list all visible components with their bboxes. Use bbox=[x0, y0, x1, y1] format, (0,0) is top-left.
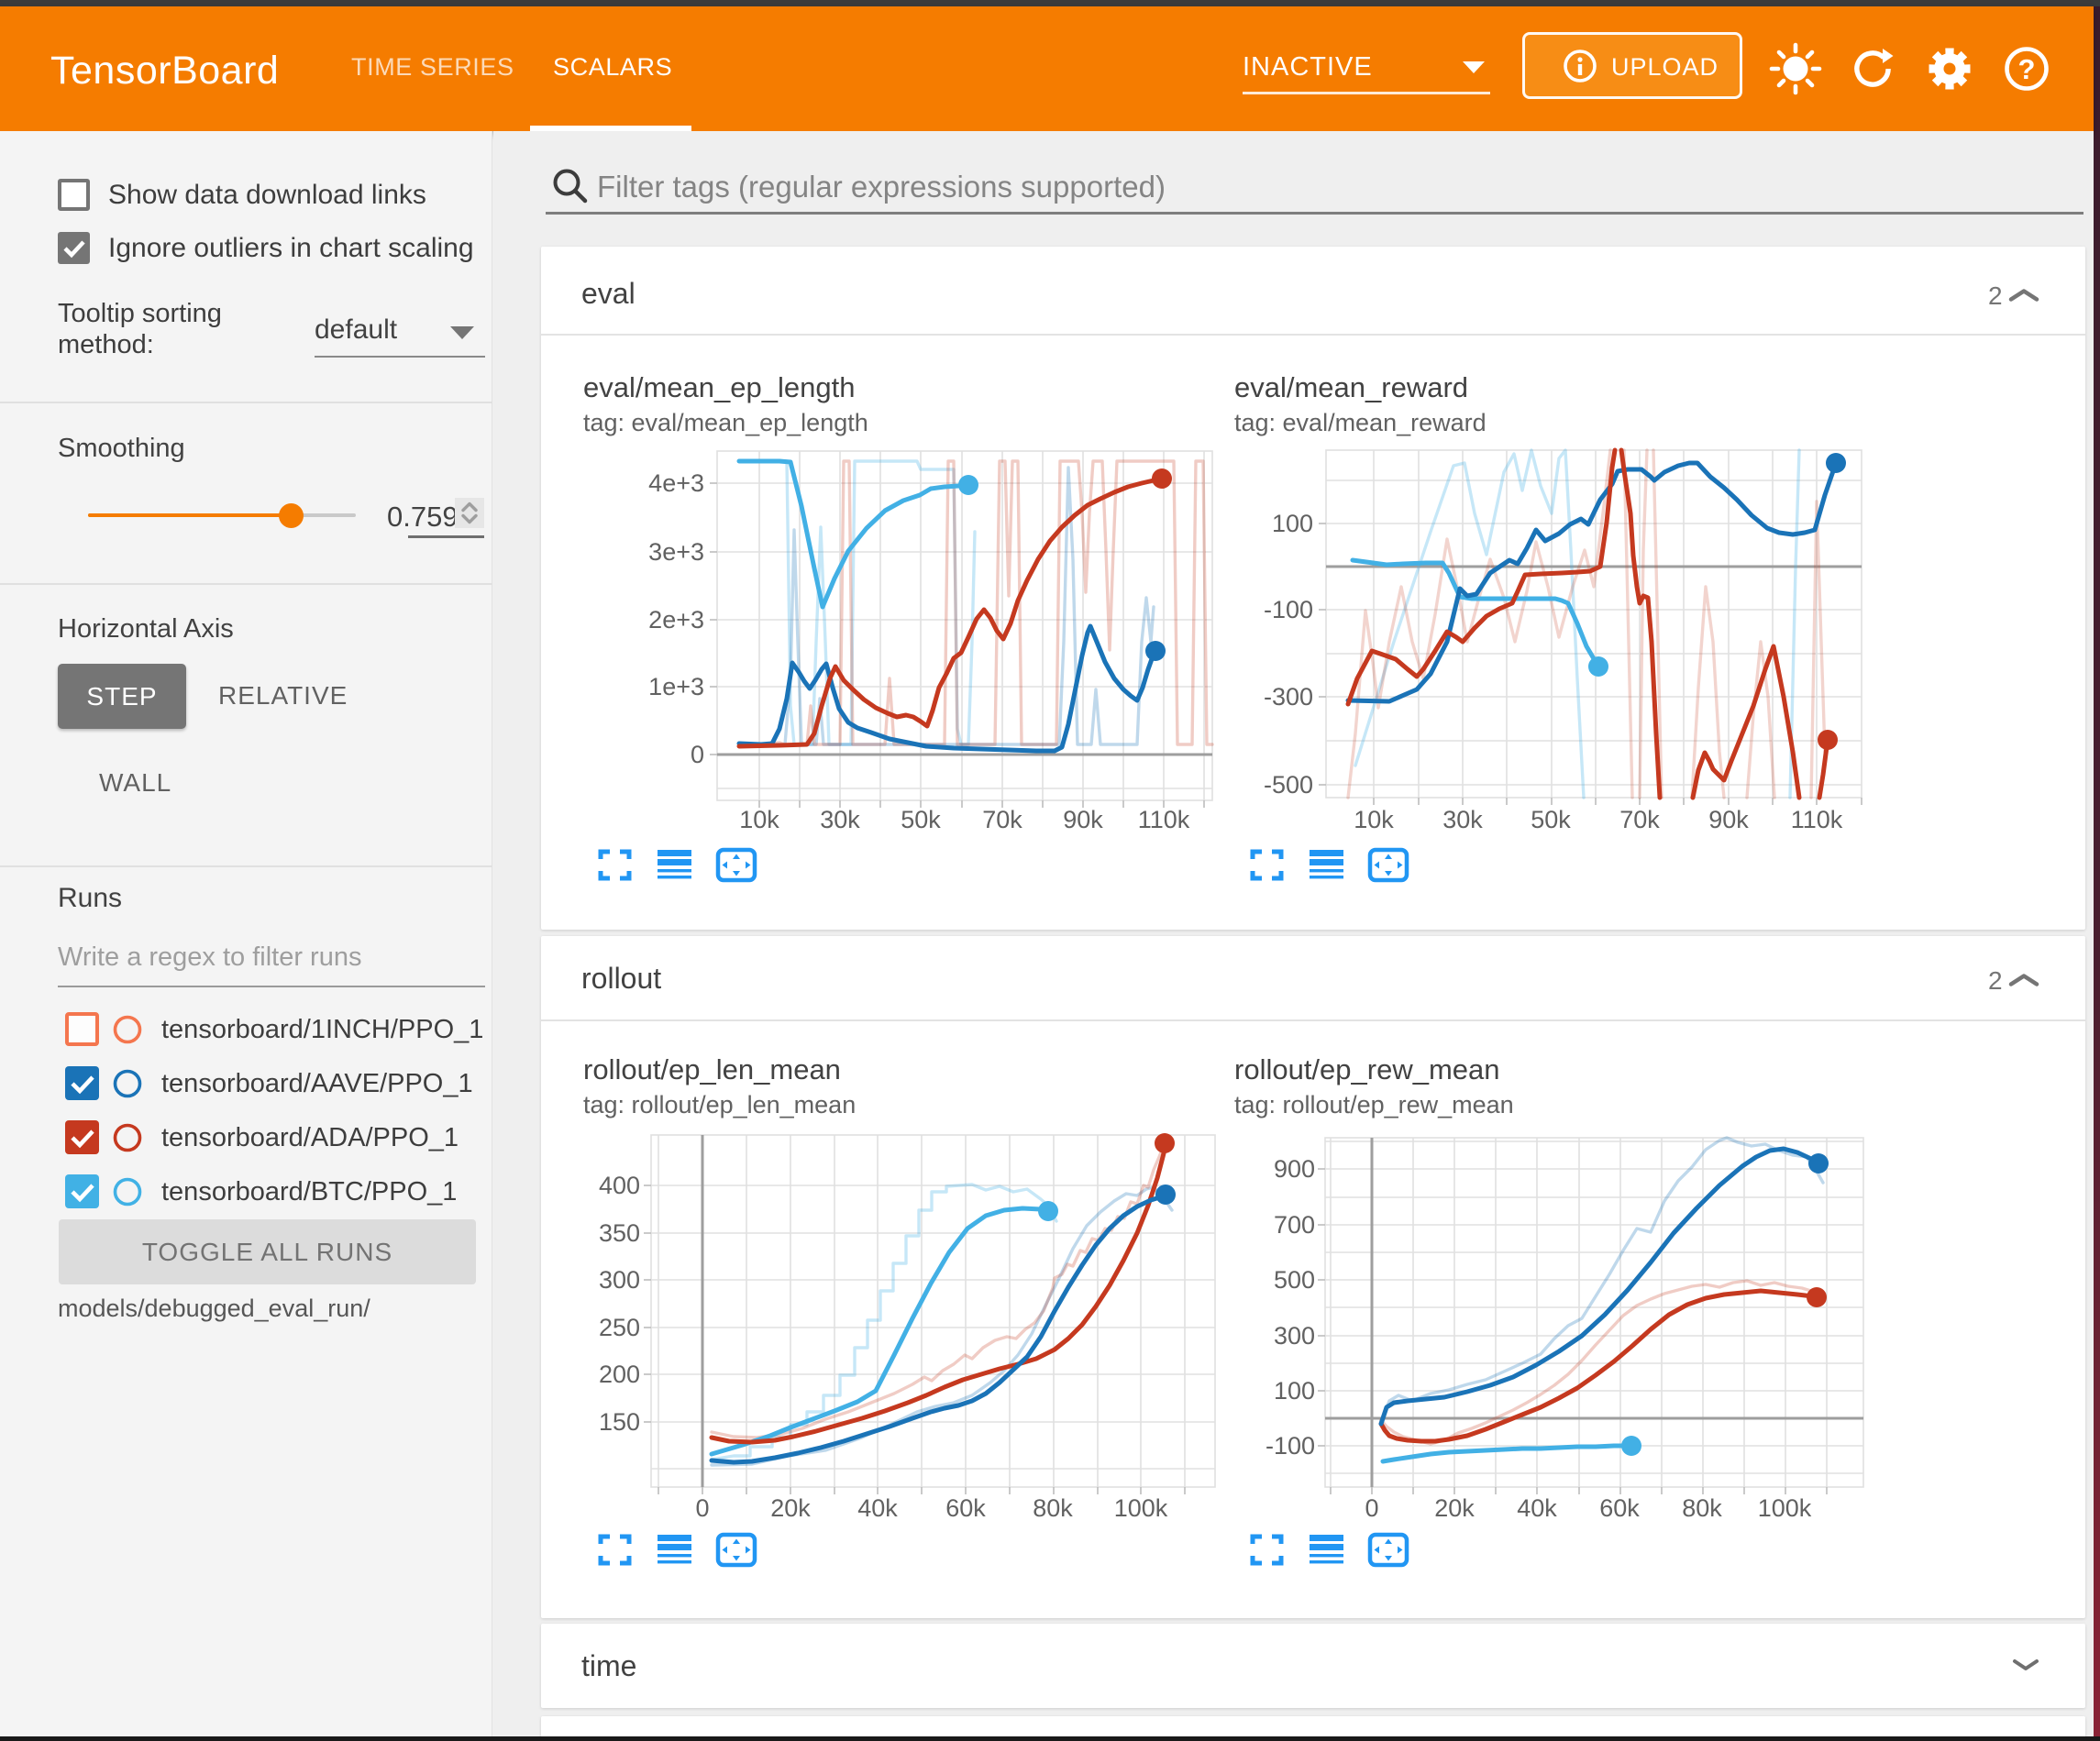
svg-text:50k: 50k bbox=[901, 806, 941, 833]
svg-text:-300: -300 bbox=[1264, 683, 1313, 711]
svg-text:-100: -100 bbox=[1266, 1432, 1315, 1460]
svg-text:400: 400 bbox=[599, 1172, 640, 1199]
svg-text:80k: 80k bbox=[1033, 1494, 1073, 1522]
svg-text:900: 900 bbox=[1274, 1155, 1315, 1183]
svg-text:20k: 20k bbox=[1434, 1494, 1475, 1522]
svg-text:40k: 40k bbox=[857, 1494, 898, 1522]
svg-text:200: 200 bbox=[599, 1361, 640, 1388]
svg-text:50k: 50k bbox=[1531, 806, 1571, 833]
svg-text:300: 300 bbox=[599, 1266, 640, 1294]
svg-text:90k: 90k bbox=[1708, 806, 1749, 833]
svg-text:40k: 40k bbox=[1517, 1494, 1557, 1522]
svg-text:100: 100 bbox=[1272, 510, 1313, 537]
svg-text:100: 100 bbox=[1274, 1377, 1315, 1405]
svg-text:80k: 80k bbox=[1682, 1494, 1722, 1522]
svg-text:150: 150 bbox=[599, 1408, 640, 1436]
svg-text:70k: 70k bbox=[1619, 806, 1660, 833]
svg-text:0: 0 bbox=[695, 1494, 709, 1522]
svg-text:-500: -500 bbox=[1264, 771, 1313, 799]
svg-text:0: 0 bbox=[1365, 1494, 1378, 1522]
svg-text:-100: -100 bbox=[1264, 596, 1313, 623]
svg-text:4e+3: 4e+3 bbox=[648, 469, 704, 497]
svg-text:350: 350 bbox=[599, 1219, 640, 1247]
svg-text:30k: 30k bbox=[1442, 806, 1483, 833]
svg-text:30k: 30k bbox=[820, 806, 860, 833]
svg-text:1e+3: 1e+3 bbox=[648, 673, 704, 700]
svg-text:100k: 100k bbox=[1114, 1494, 1168, 1522]
svg-text:110k: 110k bbox=[1791, 806, 1843, 833]
svg-text:110k: 110k bbox=[1138, 806, 1190, 833]
svg-text:10k: 10k bbox=[739, 806, 779, 833]
svg-text:60k: 60k bbox=[1599, 1494, 1640, 1522]
svg-text:500: 500 bbox=[1274, 1266, 1315, 1294]
svg-text:10k: 10k bbox=[1354, 806, 1394, 833]
svg-text:100k: 100k bbox=[1758, 1494, 1812, 1522]
svg-text:60k: 60k bbox=[945, 1494, 986, 1522]
svg-text:90k: 90k bbox=[1063, 806, 1103, 833]
svg-text:0: 0 bbox=[691, 741, 704, 768]
svg-text:700: 700 bbox=[1274, 1211, 1315, 1239]
svg-text:3e+3: 3e+3 bbox=[648, 538, 704, 566]
svg-text:2e+3: 2e+3 bbox=[648, 606, 704, 634]
svg-text:?: ? bbox=[2018, 53, 2036, 85]
svg-text:300: 300 bbox=[1274, 1322, 1315, 1350]
svg-text:20k: 20k bbox=[770, 1494, 811, 1522]
svg-text:250: 250 bbox=[599, 1314, 640, 1341]
svg-text:70k: 70k bbox=[982, 806, 1022, 833]
